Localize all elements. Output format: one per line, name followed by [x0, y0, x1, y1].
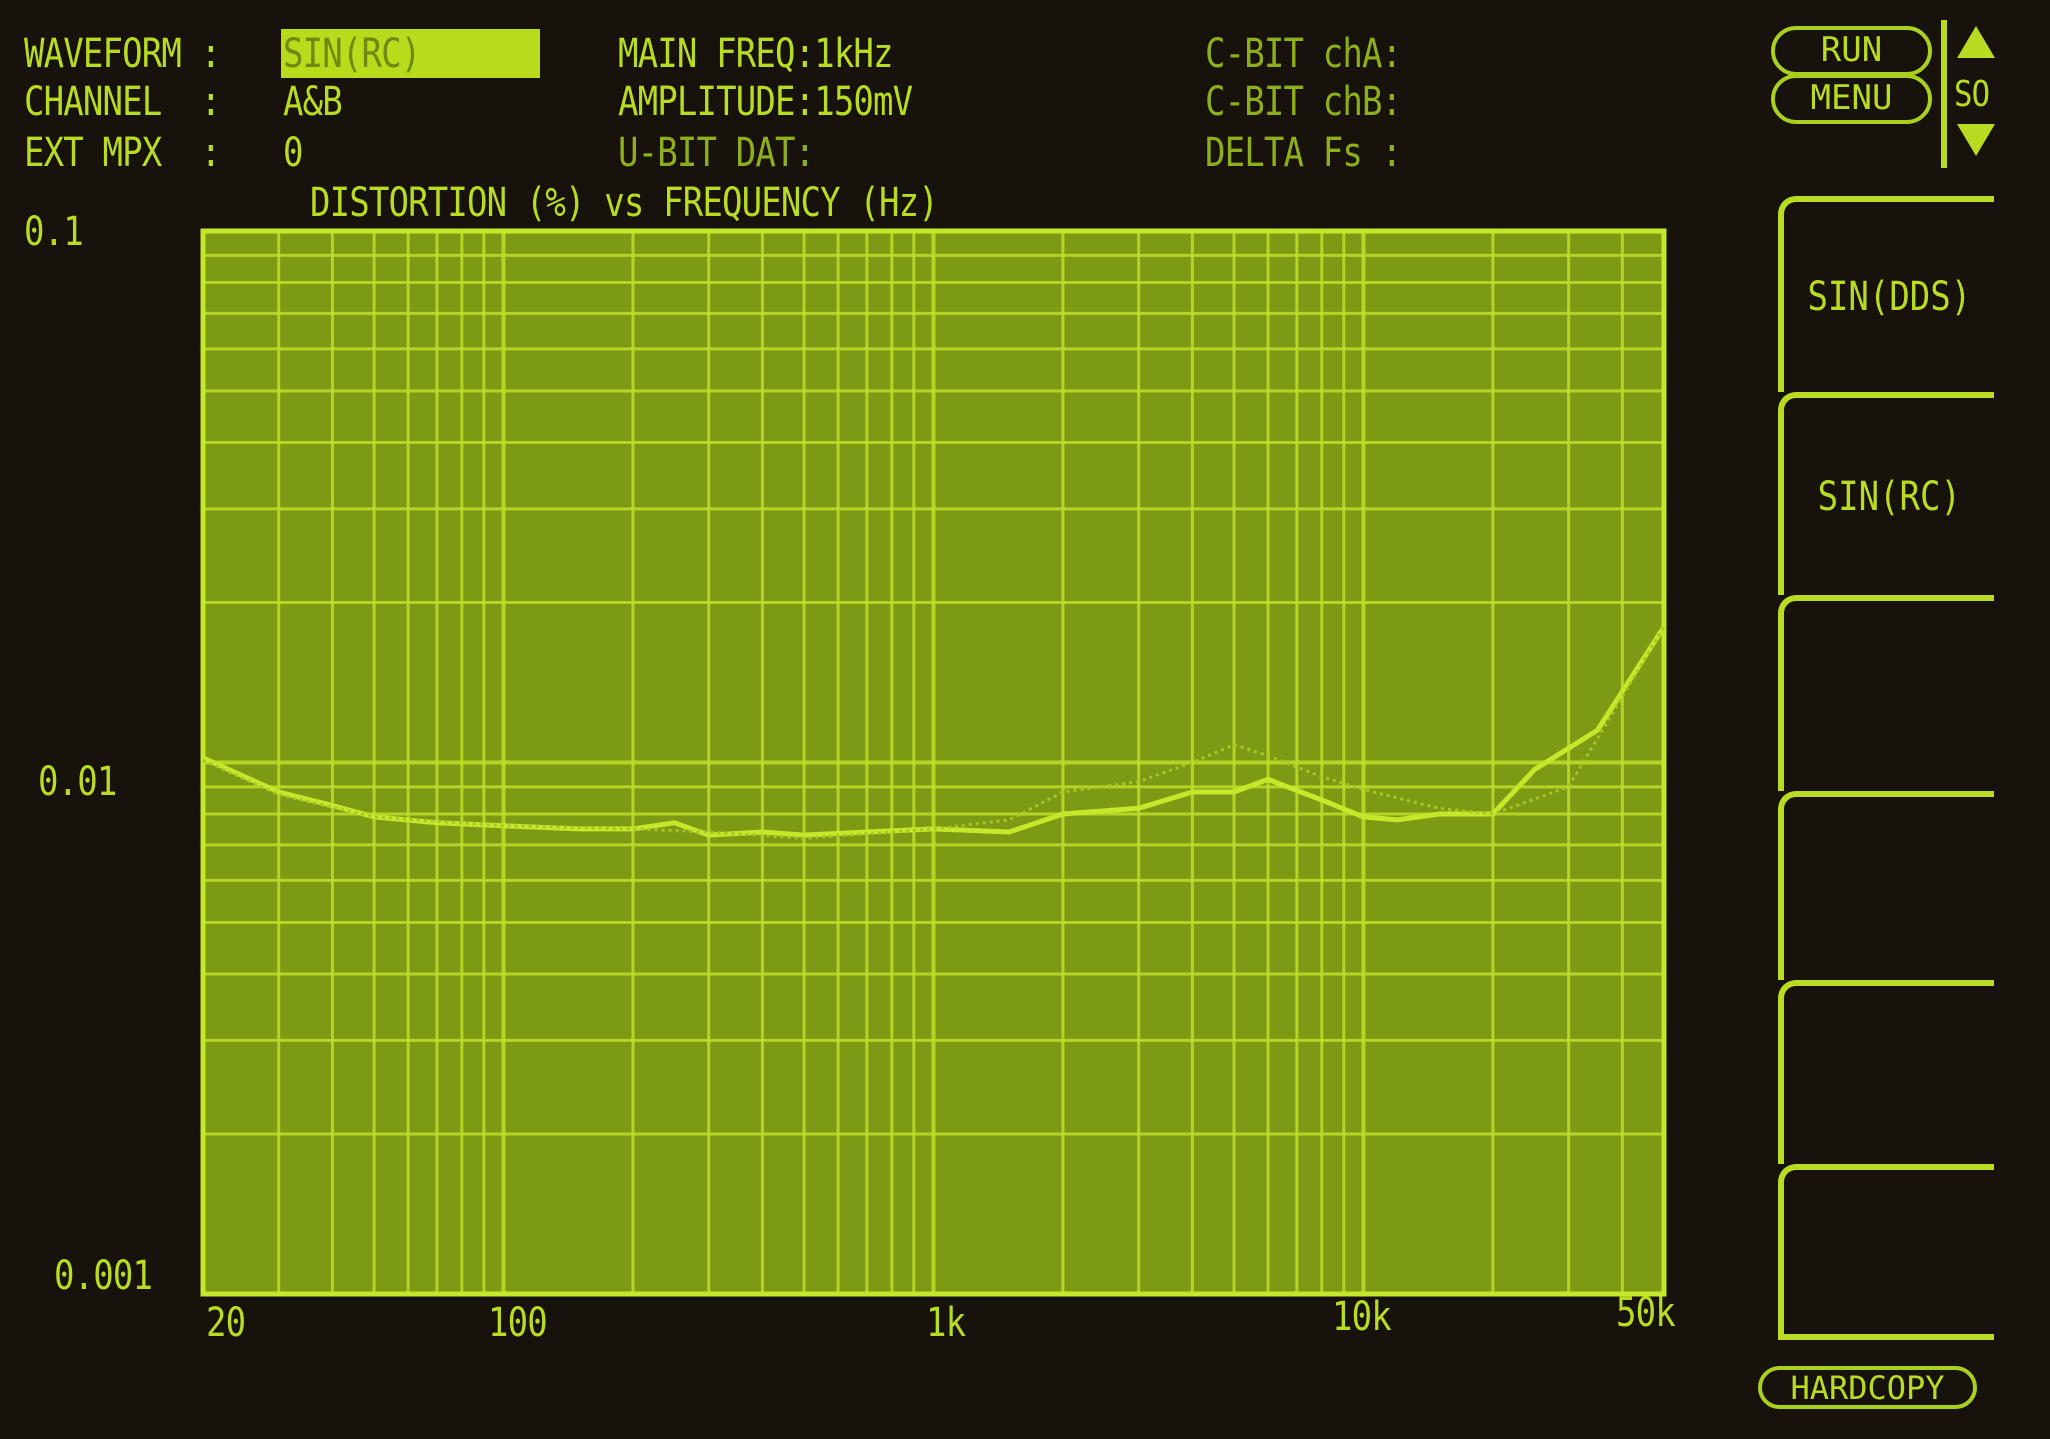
series-line-1 — [201, 625, 1667, 838]
c-bit-cha: C-BIT chA: — [1205, 31, 1402, 77]
channel-label: CHANNEL : — [24, 79, 221, 125]
softkey-5[interactable] — [1778, 980, 1994, 1164]
c-bit-chb: C-BIT chB: — [1205, 79, 1402, 125]
chart-title: DISTORTION (%) vs FREQUENCY (Hz) — [310, 180, 939, 226]
delta-fs: DELTA Fs : — [1205, 130, 1402, 176]
softkey-sin-dds[interactable]: SIN(DDS) — [1778, 196, 1994, 392]
x-tick-label: 10k — [1332, 1294, 1392, 1340]
x-tick-label: 100 — [488, 1300, 548, 1346]
softkey-sin-rc[interactable]: SIN(RC) — [1778, 392, 1994, 595]
ext-mpx-label: EXT MPX : — [24, 130, 221, 176]
softkey-3[interactable] — [1778, 595, 1994, 791]
menu-button[interactable]: MENU — [1771, 74, 1932, 124]
x-tick-label: 50k — [1616, 1290, 1676, 1336]
plot-border — [200, 228, 1667, 1297]
waveform-label: WAVEFORM : — [24, 31, 221, 77]
divider — [1941, 20, 1947, 168]
scroll-down-icon[interactable] — [1955, 122, 1997, 158]
x-tick-label: 20 — [206, 1300, 246, 1346]
y-tick-label: 0.01 — [38, 759, 117, 805]
channel-value: A&B — [283, 79, 343, 125]
softkey-4[interactable] — [1778, 791, 1994, 980]
so-label: SO — [1954, 74, 1990, 115]
waveform-value: SIN(RC) — [283, 31, 421, 77]
amplitude: AMPLITUDE:150mV — [618, 79, 913, 125]
y-tick-label: 0.1 — [24, 209, 84, 255]
waveform-value-field[interactable]: SIN(RC) — [281, 29, 540, 78]
u-bit-dat: U-BIT DAT: — [618, 130, 815, 176]
main-freq: MAIN FREQ:1kHz — [618, 31, 894, 77]
hardcopy-button[interactable]: HARDCOPY — [1758, 1366, 1977, 1409]
x-tick-label: 1k — [926, 1300, 966, 1346]
softkey-6[interactable] — [1778, 1164, 1994, 1340]
ext-mpx-value: 0 — [283, 130, 303, 176]
run-button[interactable]: RUN — [1771, 26, 1932, 76]
y-tick-label: 0.001 — [54, 1253, 153, 1299]
scroll-up-icon[interactable] — [1955, 24, 1997, 60]
